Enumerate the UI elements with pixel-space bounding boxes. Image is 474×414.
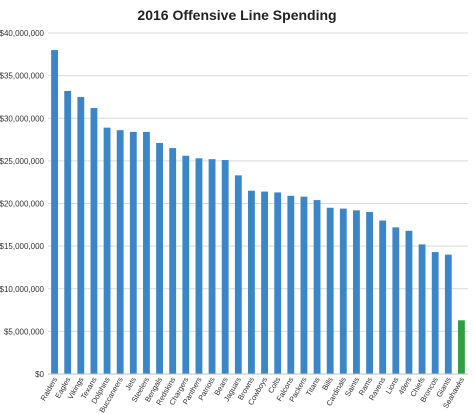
y-tick-label: $15,000,000 — [0, 242, 45, 251]
bar-chargers — [182, 155, 190, 374]
y-tick-label: $0 — [35, 370, 44, 379]
bar-49ers — [405, 230, 413, 374]
bar-buccaneers — [116, 130, 124, 374]
bar-bills — [326, 207, 334, 374]
bar-steelers — [143, 131, 150, 374]
y-tick-label: $25,000,000 — [0, 157, 45, 166]
bar-rams — [366, 212, 373, 374]
bar-redskins — [169, 148, 177, 374]
bar-raiders — [51, 50, 58, 375]
bar-texans — [90, 108, 98, 375]
y-axis-tick-labels: $0 $5,000,000 $10,000,000 $15,000,000 $20,00… — [0, 29, 45, 379]
bar-eagles — [64, 90, 72, 374]
x-axis-tick-labels: RaidersEaglesVikingsTexansDolphinsBuccan… — [39, 375, 467, 414]
y-tick-label: $10,000,000 — [0, 285, 45, 294]
bar-cowboys — [261, 191, 268, 374]
y-tick-label: $40,000,000 — [0, 29, 45, 38]
bar-jets — [129, 131, 137, 374]
y-tick-label: $35,000,000 — [0, 72, 45, 81]
y-tick-label: $5,000,000 — [4, 327, 45, 336]
bar-falcons — [287, 195, 295, 374]
y-tick-label: $30,000,000 — [0, 114, 45, 123]
bar-jaguars — [234, 175, 242, 374]
bar-ravens — [379, 220, 387, 374]
bar-vikings — [77, 96, 85, 374]
bar-giants — [444, 254, 452, 374]
bar-seahawks — [458, 320, 465, 374]
bar-browns — [248, 190, 255, 374]
bar-packers — [300, 196, 308, 374]
bar-bears — [221, 160, 229, 374]
bar-cardinals — [339, 208, 347, 374]
bar-panthers — [195, 158, 203, 374]
bar-broncos — [431, 252, 439, 374]
bar-chiefs — [418, 244, 426, 374]
bar-titans — [313, 200, 321, 374]
bar-bengals — [156, 142, 163, 374]
bars — [51, 50, 465, 375]
y-tick-label: $20,000,000 — [0, 200, 45, 209]
bar-patriots — [208, 159, 216, 374]
bar-lions — [392, 227, 400, 374]
chart-title: 2016 Offensive Line Spending — [137, 7, 336, 23]
bar-dolphins — [103, 127, 111, 374]
bar-saints — [353, 210, 360, 374]
bar-colts — [274, 192, 282, 374]
gridlines — [48, 32, 468, 332]
x-tick-label: Titans — [304, 375, 322, 397]
